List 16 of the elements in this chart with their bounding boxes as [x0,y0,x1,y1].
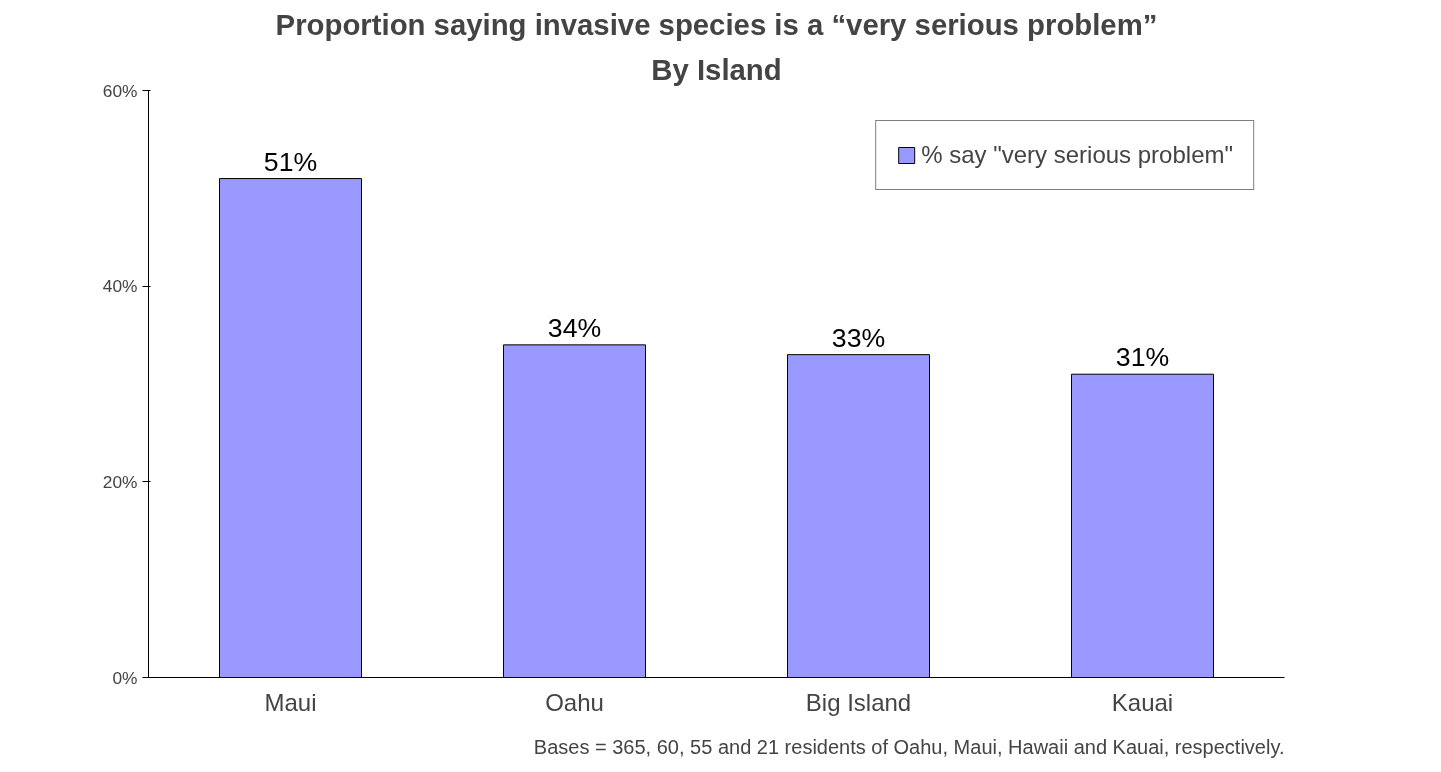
data-label: 33% [831,322,886,353]
data-label: 51% [263,146,318,177]
text: Bases = 365, 60, 55 and 21 residents of Oahu, Maui, Hawaii and Kauai, respectively. [533,735,1285,758]
y-tick-label: 40% [102,276,138,297]
x-tick-label: Kauai [1111,688,1174,716]
y-tick-label: 60% [102,80,138,101]
x-tick-label: Oahu [545,688,604,716]
x-tick-label: Maui [264,688,317,716]
chart-subtitle: By Island [651,52,782,86]
y-tick-label: 20% [102,471,138,492]
data-label: 31% [1115,342,1170,373]
legend-label: % say "very serious problem" [921,141,1233,169]
chart-title: Proportion saying invasive species is a “very serious problem” [275,7,1158,41]
y-tick-label: 0% [112,667,138,688]
data-label: 34% [547,312,602,343]
x-tick-label: Big Island [805,688,912,716]
